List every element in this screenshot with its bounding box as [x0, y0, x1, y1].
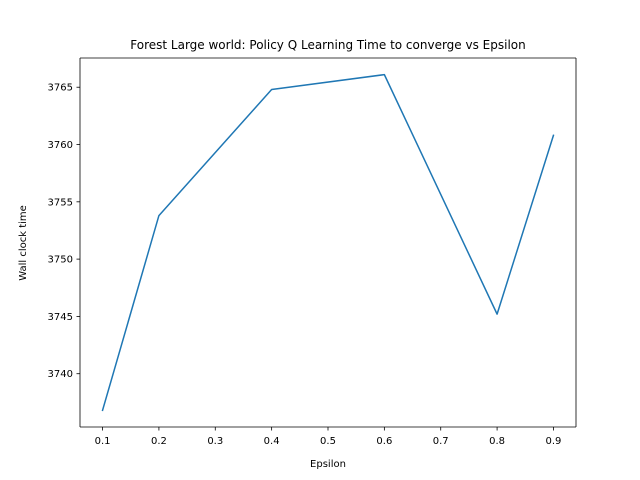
series-line-0 [101, 73, 555, 412]
y-axis-label: Wall clock time [18, 205, 29, 281]
x-tick-label: 0.9 [546, 436, 562, 447]
x-axis-label: Epsilon [310, 459, 346, 470]
y-tick-label: 3765 [48, 83, 73, 94]
y-tick-label: 3745 [48, 312, 73, 323]
x-tick-label: 0.2 [151, 436, 167, 447]
plot-area: 0.1 0.2 0.3 0.4 0.5 0.6 0.7 0.8 0.9 3740 3745 3750 3… [48, 57, 577, 447]
x-tick-label: 0.6 [376, 436, 392, 447]
y-tick-label: 3760 [48, 140, 73, 151]
y-tick-label: 3740 [48, 369, 73, 380]
x-tick-label: 0.4 [264, 436, 280, 447]
x-tick-label: 0.1 [95, 436, 111, 447]
y-tick-label: 3750 [48, 255, 73, 266]
y-tick-label: 3755 [48, 197, 73, 208]
x-tick-label: 0.3 [207, 436, 223, 447]
x-tick-label: 0.8 [489, 436, 505, 447]
x-tick-label: 0.7 [433, 436, 449, 447]
x-tick-label: 0.5 [320, 436, 336, 447]
chart-title: Forest Large world: Policy Q Learning Ti… [130, 38, 525, 52]
